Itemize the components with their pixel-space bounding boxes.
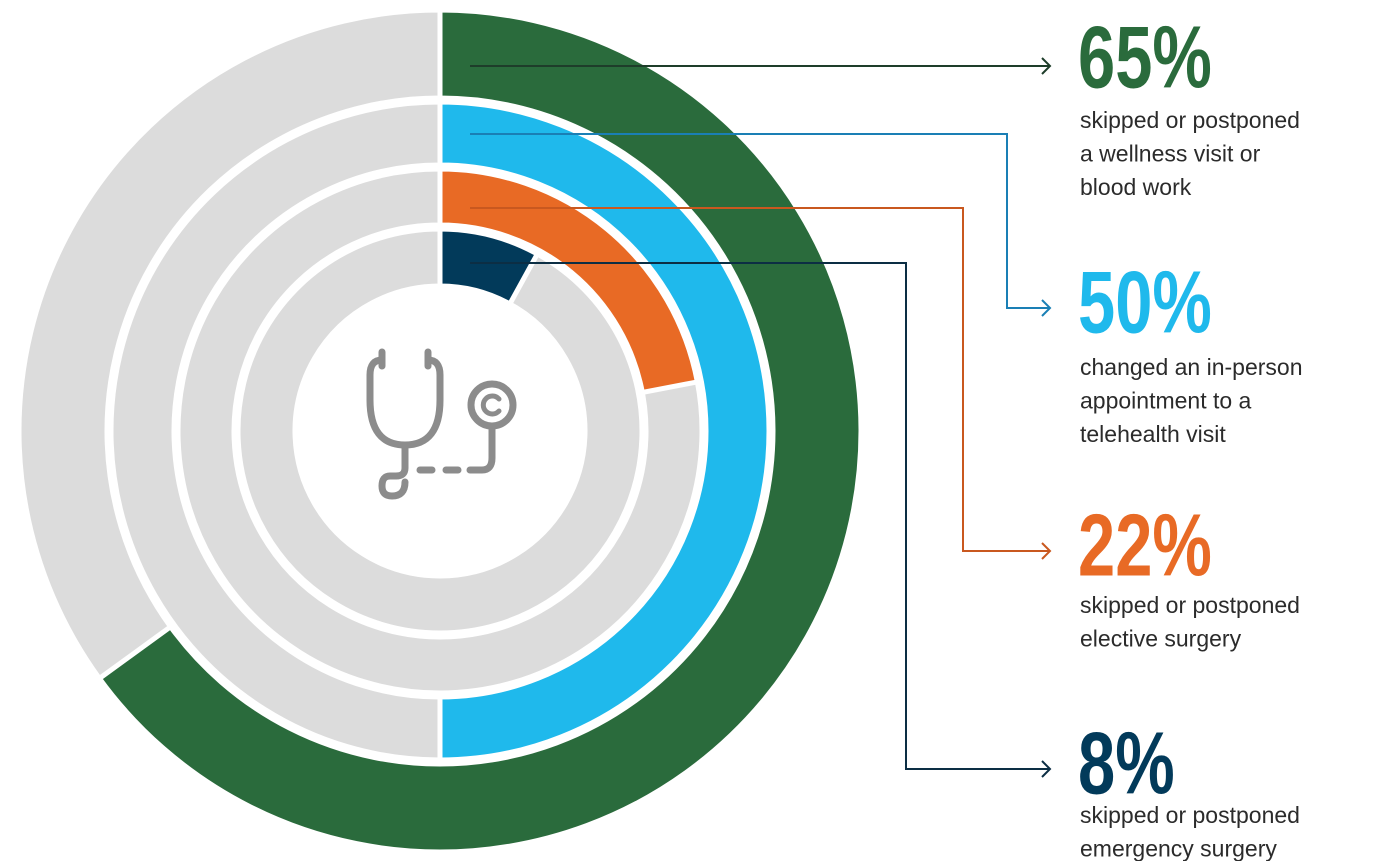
leader-line [470, 262, 1050, 770]
value-label: 50% [1078, 253, 1212, 352]
value-label: 65% [1078, 8, 1212, 107]
description-line: changed an in-person [1080, 354, 1303, 380]
arrow-head [1041, 57, 1052, 75]
ring-bar [437, 226, 541, 308]
leader-line [470, 207, 1050, 552]
ring-bar [95, 7, 864, 855]
chest-piece-inner [480, 393, 502, 417]
ring-bar [437, 166, 701, 396]
tube-end [378, 441, 409, 500]
description-line: elective surgery [1080, 626, 1242, 652]
stethoscope-icon [366, 348, 517, 500]
description-line: appointment to a [1080, 388, 1252, 414]
ring-bar [437, 99, 772, 763]
ring-track [235, 226, 645, 636]
dashed-tube [416, 423, 496, 474]
arrow-head [1041, 760, 1052, 778]
earpieces [378, 348, 432, 370]
arrow-head [1041, 542, 1052, 560]
arrow-head [1041, 299, 1052, 317]
description-line: telehealth visit [1080, 421, 1226, 447]
ring-track [175, 166, 705, 696]
leader-line [470, 133, 1050, 309]
chest-piece [467, 380, 517, 430]
description-line: skipped or postponed [1080, 107, 1300, 133]
description-line: blood work [1080, 174, 1192, 200]
value-label: 8% [1078, 714, 1175, 813]
description-line: skipped or postponed [1080, 802, 1300, 828]
description-line: emergency surgery [1080, 836, 1277, 861]
rings [16, 7, 864, 855]
description-line: skipped or postponed [1080, 592, 1300, 618]
description-line: a wellness visit or [1080, 141, 1261, 167]
value-label: 22% [1078, 496, 1212, 595]
tube [366, 356, 444, 449]
